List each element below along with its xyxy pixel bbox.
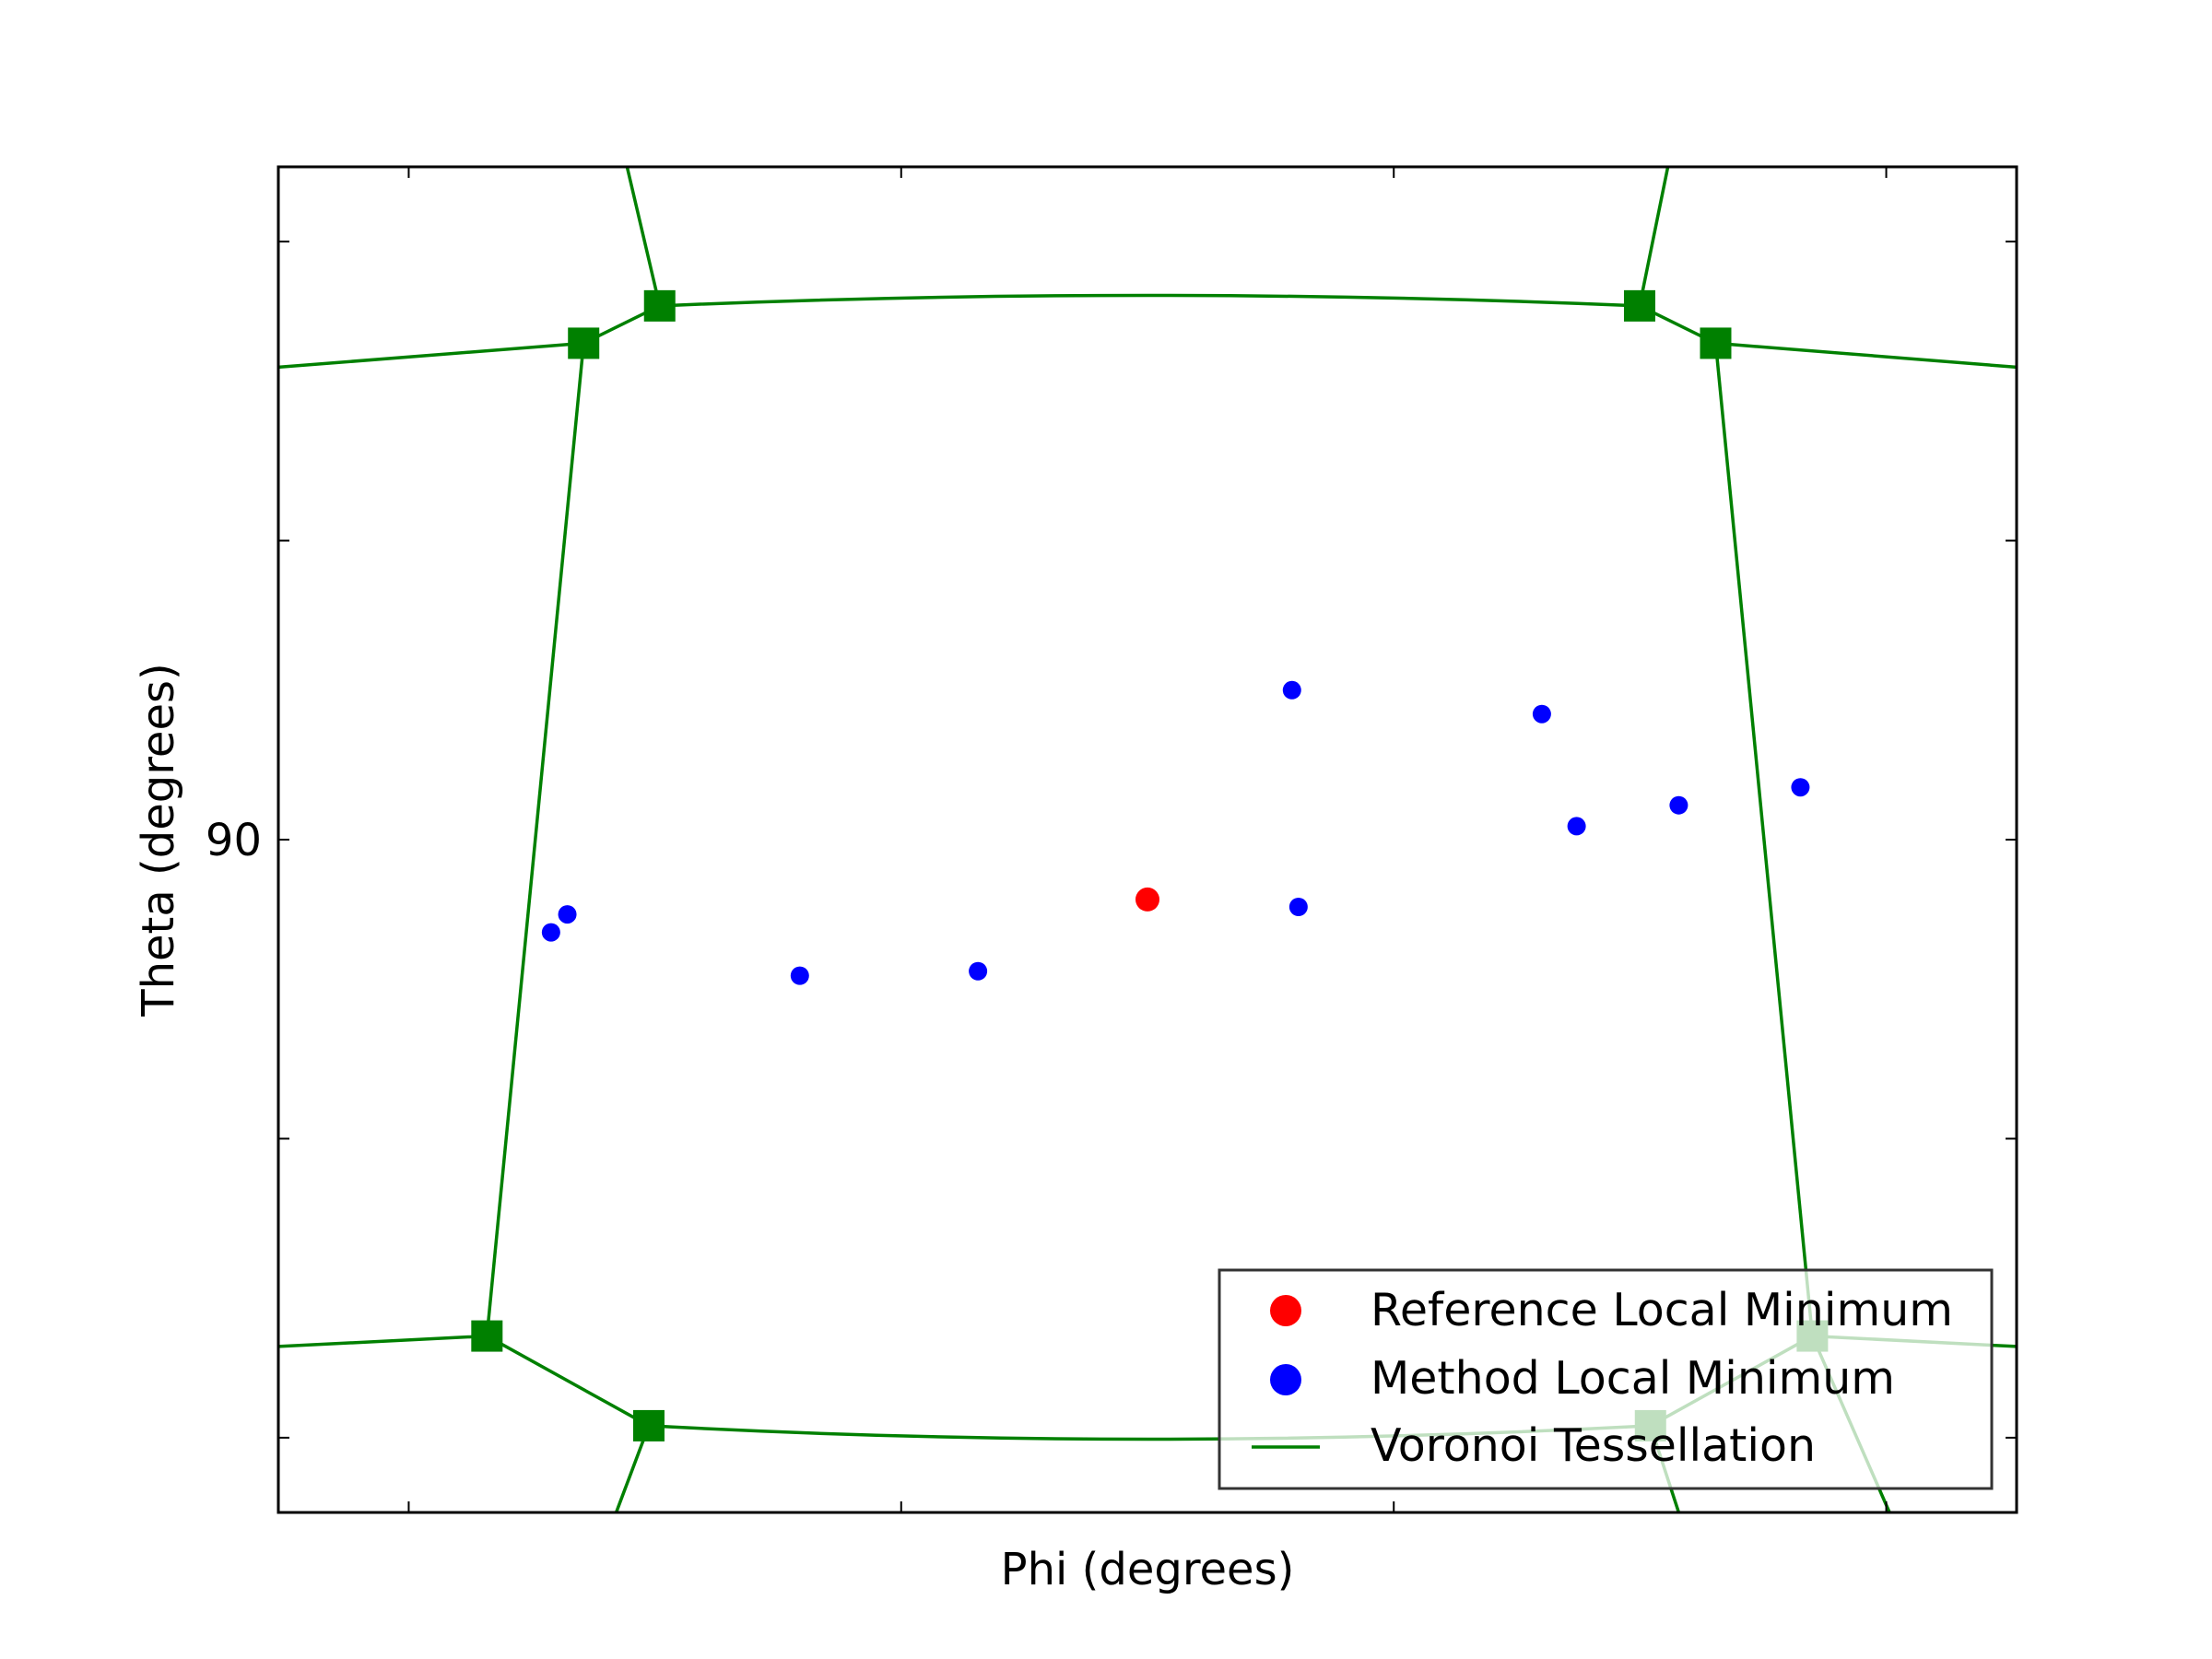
method-point-1	[558, 905, 577, 924]
voronoi-edge-0	[278, 341, 584, 370]
method-point-4	[1282, 680, 1301, 700]
method-point-7	[1567, 817, 1586, 836]
voronoi-vertex-5	[632, 1409, 665, 1441]
voronoi-edge-9	[278, 1334, 488, 1348]
reference-local-minimum-series	[1135, 887, 1159, 912]
voronoi-edge-4	[1638, 167, 1670, 307]
y-axis-label: Theta (degrees)	[133, 663, 184, 1017]
y-tick-label-2: 90	[206, 815, 262, 866]
method-point-8	[1669, 795, 1688, 815]
legend-method-marker	[1270, 1364, 1301, 1395]
legend-reference-label: Reference Local Minimum	[1371, 1284, 1953, 1336]
voronoi-edge-10	[486, 1335, 650, 1428]
method-point-5	[1288, 898, 1308, 916]
x-axis-ticks	[407, 167, 1888, 1512]
voronoi-vertex-0	[568, 327, 600, 359]
method-point-0	[541, 923, 560, 942]
legend-method-label: Method Local Minimum	[1371, 1352, 1895, 1405]
voronoi-vertex-2	[1623, 289, 1655, 322]
voronoi-edge-3	[659, 293, 1641, 308]
method-point-6	[1532, 704, 1551, 724]
legend: Reference Local Minimum Method Local Min…	[1218, 1268, 1994, 1490]
method-point-3	[969, 961, 988, 981]
voronoi-edge-7	[485, 343, 585, 1336]
legend-reference-marker	[1270, 1295, 1301, 1326]
reference-point-0	[1135, 887, 1159, 912]
method-point-2	[790, 966, 809, 985]
method-point-9	[1791, 778, 1810, 797]
x-axis-label: Phi (degrees)	[1001, 1544, 1295, 1595]
y-axis-ticks: 90	[206, 241, 2017, 1439]
legend-voronoi-label: Voronoi Tessellation	[1371, 1419, 1816, 1472]
voronoi-vertex-4	[471, 1320, 503, 1352]
legend-box	[1218, 1268, 1994, 1490]
voronoi-edge-6	[1715, 341, 2017, 370]
voronoi-vertex-3	[1700, 327, 1732, 359]
voronoi-edge-8	[1713, 343, 1815, 1336]
voronoi-vertex-1	[643, 289, 676, 322]
method-local-minimum-series	[541, 680, 1810, 985]
voronoi-edge-2	[625, 167, 662, 307]
